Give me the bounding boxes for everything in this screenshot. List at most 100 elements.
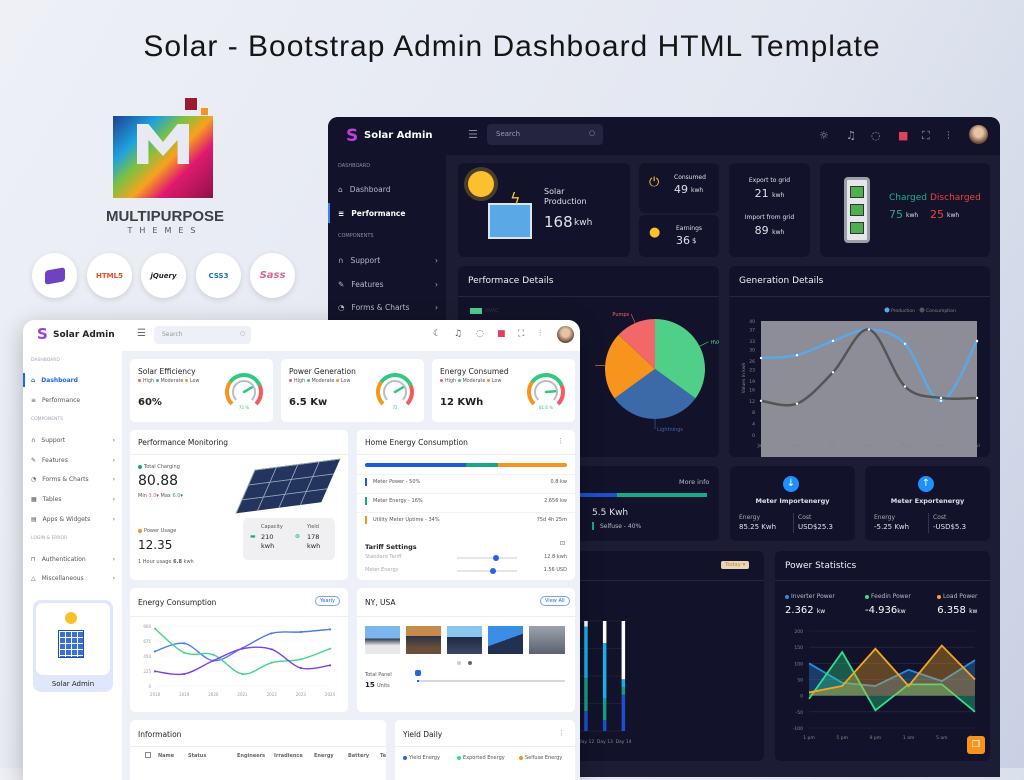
notification-bell-icon[interactable]: ♫ (454, 329, 463, 339)
user-avatar[interactable] (557, 326, 574, 343)
gauge-label: 81.6 % (539, 405, 553, 410)
table-column-header[interactable]: Battery (348, 753, 370, 759)
search-input[interactable]: Search ○ (154, 326, 251, 344)
flag-icon[interactable]: ■ (898, 129, 909, 142)
sidebar-item-apps-widgets[interactable]: ▤ Apps & Widgets › (31, 516, 115, 523)
sidebar-item-forms-charts[interactable]: ◔ Forms & Charts › (338, 303, 438, 312)
house-photo[interactable] (406, 626, 441, 654)
chevron-right-icon: › (435, 256, 438, 265)
series-area (809, 645, 975, 696)
carousel-dot[interactable] (457, 661, 461, 665)
x-tick-label: Day 14 (616, 739, 632, 745)
total-panel-slider[interactable] (417, 680, 565, 682)
menu-toggle-icon[interactable]: ☰ (468, 128, 478, 141)
series-line (808, 650, 976, 713)
sidebar-item-support[interactable]: ∩ Support › (338, 256, 438, 265)
sidebar-item-performance[interactable]: ≡ Performance (338, 209, 406, 218)
carousel-dot[interactable] (468, 661, 472, 665)
generation-line-chart: 0 4 8 12 16 19 23 26 30 33 37 40 Jan Feb Mar Apr May Jun J… (741, 307, 980, 457)
view-all-button[interactable]: View All (540, 596, 570, 606)
gauge-chart: 81.6 % (527, 373, 565, 410)
more-options-icon[interactable]: ⋮ (558, 729, 565, 737)
inverter-power-stat: Inverter Power 2.362 kw (785, 593, 835, 616)
table-column-header[interactable]: Energy (314, 753, 334, 759)
sidebar-item-forms-charts[interactable]: ◔ Forms & Charts › (31, 476, 115, 483)
house-photo[interactable] (365, 626, 400, 654)
search-icon[interactable]: ○ (240, 330, 246, 337)
sidebar-item-authentication[interactable]: ⊓ Authentication › (31, 556, 115, 563)
gauge-chart: 72 % (225, 373, 263, 410)
consumed-card: ⏻ Consumed 49 kwh (639, 163, 719, 213)
sidebar-item-tables[interactable]: ▦ Tables › (31, 496, 115, 503)
feedin-power-stat: Feedin Power -4.936kw (865, 593, 911, 616)
dark-mode-icon[interactable]: ☾ (433, 329, 442, 339)
table-column-header[interactable]: Engineers (237, 753, 266, 759)
more-options-icon[interactable]: ⋮ (557, 437, 564, 445)
lightning-icon: ϟ (510, 189, 521, 208)
apps-icon: ▤ (31, 516, 37, 523)
sidebar-item-dashboard[interactable]: ⌂ Dashboard (31, 377, 78, 384)
table-column-header[interactable]: Irradience (274, 753, 303, 759)
sidebar-section-label: DASHBOARD (31, 358, 60, 363)
bar-segment (602, 698, 607, 720)
customizer-button[interactable]: ❐ (967, 736, 985, 754)
user-avatar[interactable] (969, 125, 988, 144)
more-info-link[interactable]: More info (679, 478, 710, 486)
house-photo[interactable] (447, 626, 482, 654)
flag-icon[interactable]: ■ (497, 329, 506, 339)
meter-row-value: 75d 4h 25m (536, 517, 567, 523)
tick-label: 5 am (936, 735, 947, 741)
table-column-header[interactable]: Te (380, 753, 387, 759)
sidebar-item-support[interactable]: ∩ Support › (31, 437, 115, 444)
chat-icon[interactable]: ◌ (871, 129, 881, 142)
grid-card: Export to grid 21 kwh Import from grid 8… (729, 163, 810, 257)
power-usage-value: 12.35 (138, 538, 173, 552)
sidebar-item-features[interactable]: ✎ Features › (338, 280, 438, 289)
notification-bell-icon[interactable]: ♫ (846, 129, 856, 142)
search-icon[interactable]: ○ (589, 129, 596, 137)
sidebar-item-dashboard[interactable]: ⌂ Dashboard (338, 185, 391, 194)
fullscreen-icon[interactable]: ⛶ (518, 329, 525, 339)
gauge-arc (527, 380, 536, 406)
tick-label: Feb (793, 443, 801, 449)
table-column-header[interactable]: Status (188, 753, 207, 759)
tick-label: May (900, 443, 910, 449)
tick-label: 225 (143, 669, 151, 674)
house-photo[interactable] (488, 626, 523, 654)
search-input[interactable]: Search ○ (487, 124, 603, 145)
selfuse-progress (578, 493, 707, 497)
slider-handle[interactable] (490, 568, 496, 574)
settings-sliders-icon[interactable]: ⫶ (539, 329, 542, 339)
fullscreen-icon[interactable]: ⛶ (922, 129, 930, 142)
tariff-slider[interactable] (457, 557, 517, 559)
theme-toggle-icon[interactable]: ☼ (819, 129, 829, 142)
menu-toggle-icon[interactable]: ☰ (137, 328, 146, 339)
chat-icon[interactable]: ◌ (476, 329, 484, 339)
data-point (270, 648, 273, 651)
table-column-header[interactable]: Name (158, 753, 175, 759)
select-all-checkbox[interactable] (145, 752, 151, 758)
sidebar-section-label: DASHBOARD (338, 163, 371, 169)
sidebar-item-miscellaneous[interactable]: △ Miscellaneous › (31, 575, 115, 582)
slider-handle[interactable] (415, 670, 421, 676)
yearly-button[interactable]: Yearly (315, 596, 340, 606)
dark-header: S Solar Admin ☰ Search ○ ☼ ♫ ◌ ■ ⛶ ⫶ (328, 117, 1000, 155)
sidebar-item-features[interactable]: ✎ Features › (31, 457, 115, 464)
lock-icon[interactable]: ⊡ (560, 540, 566, 547)
house-photo[interactable] (529, 626, 565, 654)
gauge-needle (242, 386, 253, 394)
settings-sliders-icon[interactable]: ⫶ (947, 129, 950, 142)
data-point (270, 632, 273, 635)
tick-label: 1 pm (803, 735, 815, 741)
sidebar-item-performance[interactable]: ≡ Performance (31, 397, 81, 404)
location-card: NY, USA View All Total Panel 15 Units (357, 588, 575, 712)
warning-icon: △ (31, 575, 36, 582)
slider-handle[interactable] (493, 555, 499, 561)
gauge-arc (405, 384, 414, 406)
bar-segment (621, 687, 626, 695)
today-dropdown[interactable]: Today ▾ (721, 561, 750, 569)
tariff-slider[interactable] (457, 570, 517, 572)
grid-band (761, 412, 977, 457)
solar-panel-image (235, 458, 341, 514)
tick-label: 2018 (150, 692, 161, 697)
